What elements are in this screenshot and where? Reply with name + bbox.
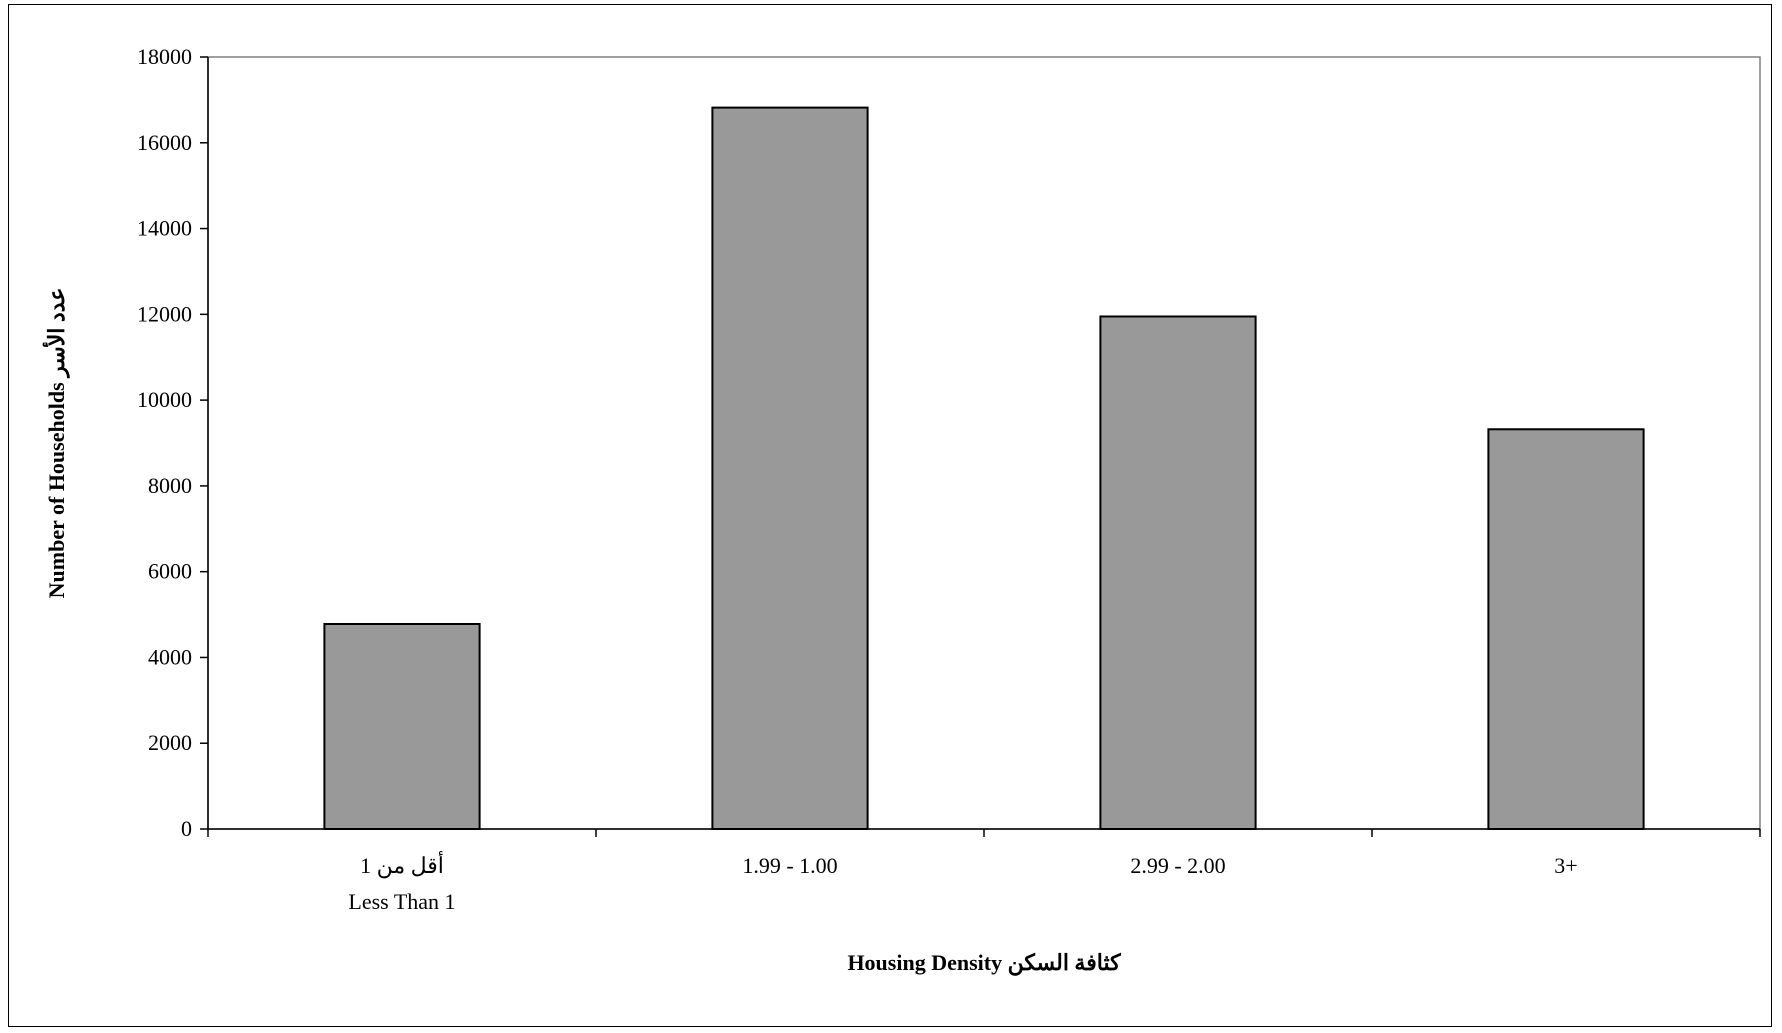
- y-tick-label: 0: [181, 816, 192, 841]
- x-tick-label: أقل من 1: [360, 850, 444, 879]
- x-tick-label-secondary: Less Than 1: [348, 889, 455, 914]
- y-ticks-group: 0 2000 4000 6000 8000 10000 12000 14000 16000 180…: [137, 44, 208, 841]
- x-axis-title: Housing Density كثافة السكن: [847, 950, 1121, 976]
- bar: [711, 106, 869, 830]
- y-tick-label: 4000: [148, 644, 192, 669]
- x-tick-label: 2.99 - 2.00: [1130, 853, 1225, 878]
- y-tick-label: 8000: [148, 473, 192, 498]
- bar: [323, 622, 481, 830]
- y-tick-label: 18000: [137, 44, 192, 69]
- y-axis-title: Number of Households عدد الأسر: [42, 288, 70, 599]
- x-ticks-group: أقل من 1 Less Than 1 1.99 - 1.00 2.99 - 2.0…: [207, 829, 1761, 914]
- y-tick-label: 16000: [137, 130, 192, 155]
- y-tick-label: 14000: [137, 216, 192, 241]
- bar: [1099, 315, 1257, 830]
- y-tick-label: 12000: [137, 301, 192, 326]
- bar: [1487, 428, 1645, 830]
- chart-frame: [8, 4, 1772, 1027]
- y-tick-label: 10000: [137, 387, 192, 412]
- y-tick-label: 2000: [148, 730, 192, 755]
- y-tick-label: 6000: [148, 559, 192, 584]
- x-tick-label: 1.99 - 1.00: [742, 853, 837, 878]
- x-tick-label: 3+: [1554, 853, 1577, 878]
